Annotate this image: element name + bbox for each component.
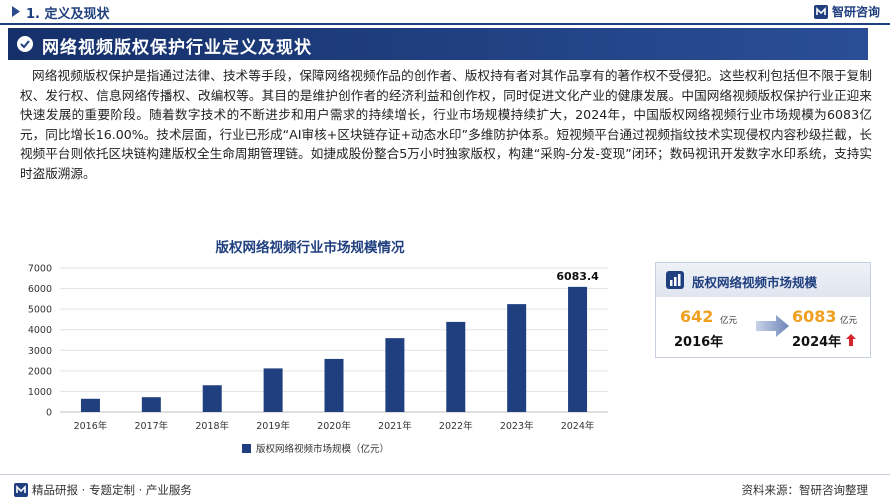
- bar: [202, 385, 222, 412]
- section-title: 1. 定义及现状: [26, 7, 110, 22]
- x-tick-label: 2018年: [195, 420, 229, 432]
- bar: [385, 338, 405, 412]
- market-size-chart: 版权网络视频行业市场规模情况 0 1000 2000 3000 4000 5000 6000 7…: [20, 236, 620, 486]
- top-divider: [0, 23, 890, 25]
- banner-badge-icon: [17, 36, 33, 52]
- y-tick-label: 7000: [28, 264, 52, 275]
- legend-swatch: [242, 444, 251, 453]
- brand-name: 智研咨询: [831, 5, 880, 19]
- chart-title: 版权网络视频行业市场规模情况: [216, 239, 405, 256]
- legend-label: 版权网络视频市场规模（亿元）: [256, 443, 389, 455]
- y-tick-label: 0: [46, 408, 52, 419]
- x-tick-label: 2017年: [134, 420, 168, 432]
- footer-divider: [0, 474, 890, 475]
- y-tick-label: 1000: [28, 387, 52, 398]
- brand-logo: 智研咨询: [813, 3, 880, 20]
- summary-panel: 版权网络视频市场规模 642 亿元 2016年 6083 亿元 2024年: [655, 262, 871, 358]
- x-tick-label: 2021年: [378, 420, 412, 432]
- footer-logo-icon: [14, 483, 28, 497]
- end-year: 2024年: [792, 335, 842, 350]
- up-arrow-icon: [846, 334, 856, 346]
- banner-title: 网络视频版权保护行业定义及现状: [42, 38, 312, 58]
- x-tick-label: 2019年: [256, 420, 290, 432]
- start-year: 2016年: [674, 335, 724, 350]
- x-tick-label: 2024年: [561, 420, 595, 432]
- x-tick-label: 2016年: [74, 420, 108, 432]
- start-value: 642: [680, 307, 714, 326]
- intro-paragraph: 网络视频版权保护是指通过法律、技术等手段，保障网络视频作品的创作者、版权持有者对…: [20, 68, 872, 181]
- x-tick-label: 2020年: [317, 420, 351, 432]
- y-tick-label: 3000: [28, 346, 52, 357]
- footer: 精品研报 · 专题定制 · 产业服务 资料来源：智研咨询整理: [0, 474, 890, 500]
- x-tick-label: 2023年: [500, 420, 534, 432]
- summary-panel-title: 版权网络视频市场规模: [692, 275, 818, 290]
- bar: [80, 398, 100, 412]
- y-tick-label: 2000: [28, 366, 52, 377]
- data-source: 资料来源：智研咨询整理: [741, 483, 869, 497]
- data-label: 6083.4: [556, 270, 599, 283]
- brand-logo-icon: [813, 4, 828, 19]
- bar: [324, 358, 344, 412]
- growth-arrow-icon: [756, 315, 789, 337]
- bar: [568, 286, 588, 412]
- y-tick-label: 5000: [28, 305, 52, 316]
- title-banner: 网络视频版权保护行业定义及现状: [8, 28, 868, 60]
- end-unit: 亿元: [840, 316, 858, 326]
- bar: [141, 397, 161, 412]
- bar: [263, 368, 283, 412]
- section-marker-icon: [12, 6, 20, 17]
- bar: [446, 321, 466, 412]
- x-tick-label: 2022年: [439, 420, 473, 432]
- summary-panel-header: 版权网络视频市场规模: [656, 263, 870, 297]
- bar-chart-icon: [666, 271, 684, 289]
- top-bar: 1. 定义及现状 智研咨询: [0, 0, 890, 25]
- footer-tagline: 精品研报 · 专题定制 · 产业服务: [32, 483, 192, 497]
- y-tick-label: 4000: [28, 325, 52, 336]
- chart-canvas: 版权网络视频行业市场规模情况 0 1000 2000 3000 4000 5000 6000 7…: [28, 239, 608, 455]
- y-tick-label: 6000: [28, 284, 52, 295]
- bar: [507, 304, 527, 412]
- end-value: 6083: [792, 307, 837, 326]
- start-unit: 亿元: [720, 316, 738, 326]
